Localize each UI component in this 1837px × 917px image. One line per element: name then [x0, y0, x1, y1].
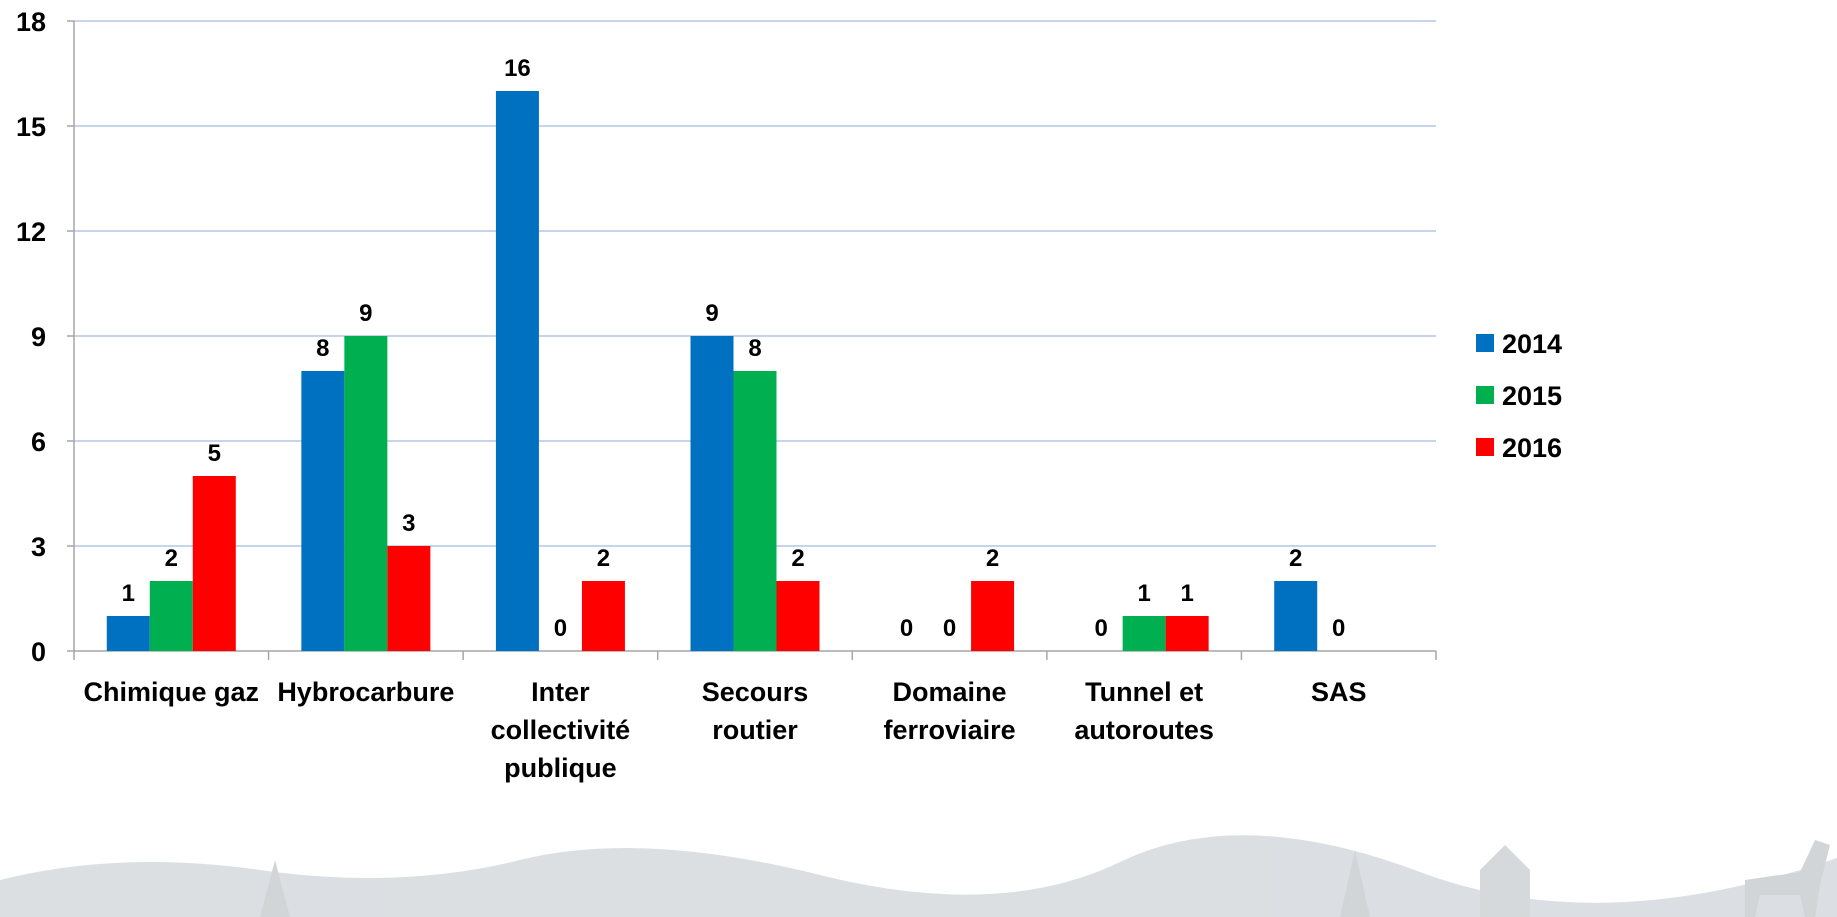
data-label: 2: [1289, 545, 1302, 572]
bar-2014: [690, 336, 734, 651]
x-category-label: Chimique gaz: [84, 677, 260, 707]
data-label: 8: [316, 335, 329, 362]
x-category-label: Secours: [702, 677, 809, 707]
data-label: 3: [402, 510, 415, 537]
y-tick-label: 3: [31, 532, 46, 562]
y-tick-labels: 0 3 6 9 12 15 18: [16, 7, 74, 667]
data-label: 2: [791, 545, 804, 572]
bar-2015: [733, 371, 777, 651]
y-tick-label: 0: [31, 637, 46, 667]
y-tick-label: 15: [16, 112, 46, 142]
bar-2016: [1165, 616, 1209, 651]
bar-2016: [192, 476, 236, 651]
data-label: 1: [1180, 580, 1193, 607]
x-category-label: Domaine: [893, 677, 1007, 707]
bar-2014: [495, 91, 539, 651]
house-icon: [1480, 845, 1530, 917]
x-category-label: routier: [712, 715, 798, 745]
x-category-label: collectivité: [491, 715, 631, 745]
legend-label: 2015: [1502, 381, 1562, 411]
data-label: 0: [1094, 615, 1107, 642]
tree-icon: [260, 860, 290, 917]
data-label: 2: [597, 545, 610, 572]
legend-swatch: [1476, 386, 1494, 404]
data-labels: 1 2 5 8 9 3 16 0 2 9 8 2 0 0 2 0 1 1 2 0: [122, 55, 1346, 642]
legend: 2014 2015 2016: [1476, 329, 1562, 463]
data-label: 1: [122, 580, 135, 607]
data-label: 2: [986, 545, 999, 572]
background-decoration: [0, 835, 1837, 917]
bar-2014: [301, 371, 345, 651]
x-category-label: ferroviaire: [884, 715, 1016, 745]
x-category-label: Inter: [531, 677, 590, 707]
data-label: 2: [165, 545, 178, 572]
legend-swatch: [1476, 334, 1494, 352]
data-label: 0: [1332, 615, 1345, 642]
x-category-label: Tunnel et: [1085, 677, 1203, 707]
x-category-labels: Chimique gaz Hybrocarbure Inter collectivit…: [84, 677, 1367, 783]
bar-2016: [971, 581, 1015, 651]
y-tick-label: 9: [31, 322, 46, 352]
x-category-label: publique: [504, 753, 616, 783]
legend-label: 2016: [1502, 433, 1562, 463]
data-label: 9: [705, 300, 718, 327]
bar-2016: [581, 581, 625, 651]
bar-2015: [1122, 616, 1166, 651]
data-label: 0: [554, 615, 567, 642]
bar-2016: [387, 546, 431, 651]
bar-2014: [106, 616, 150, 651]
tree-icon: [1340, 850, 1370, 917]
x-category-label: SAS: [1311, 677, 1367, 707]
data-label: 16: [504, 55, 531, 82]
bars: [106, 91, 1318, 651]
legend-swatch: [1476, 438, 1494, 456]
bar-2016: [776, 581, 820, 651]
bar-2015: [344, 336, 388, 651]
data-label: 0: [943, 615, 956, 642]
y-tick-label: 6: [31, 427, 46, 457]
y-tick-label: 18: [16, 7, 46, 37]
bar-2014: [1274, 581, 1318, 651]
bar-2015: [149, 581, 193, 651]
x-category-label: autoroutes: [1074, 715, 1214, 745]
x-category-label: Hybrocarbure: [277, 677, 454, 707]
data-label: 9: [359, 300, 372, 327]
legend-label: 2014: [1502, 329, 1562, 359]
data-label: 5: [208, 440, 221, 467]
y-tick-label: 12: [16, 217, 46, 247]
data-label: 8: [748, 335, 761, 362]
data-label: 0: [900, 615, 913, 642]
horse-icon: [1745, 840, 1830, 917]
data-label: 1: [1137, 580, 1150, 607]
